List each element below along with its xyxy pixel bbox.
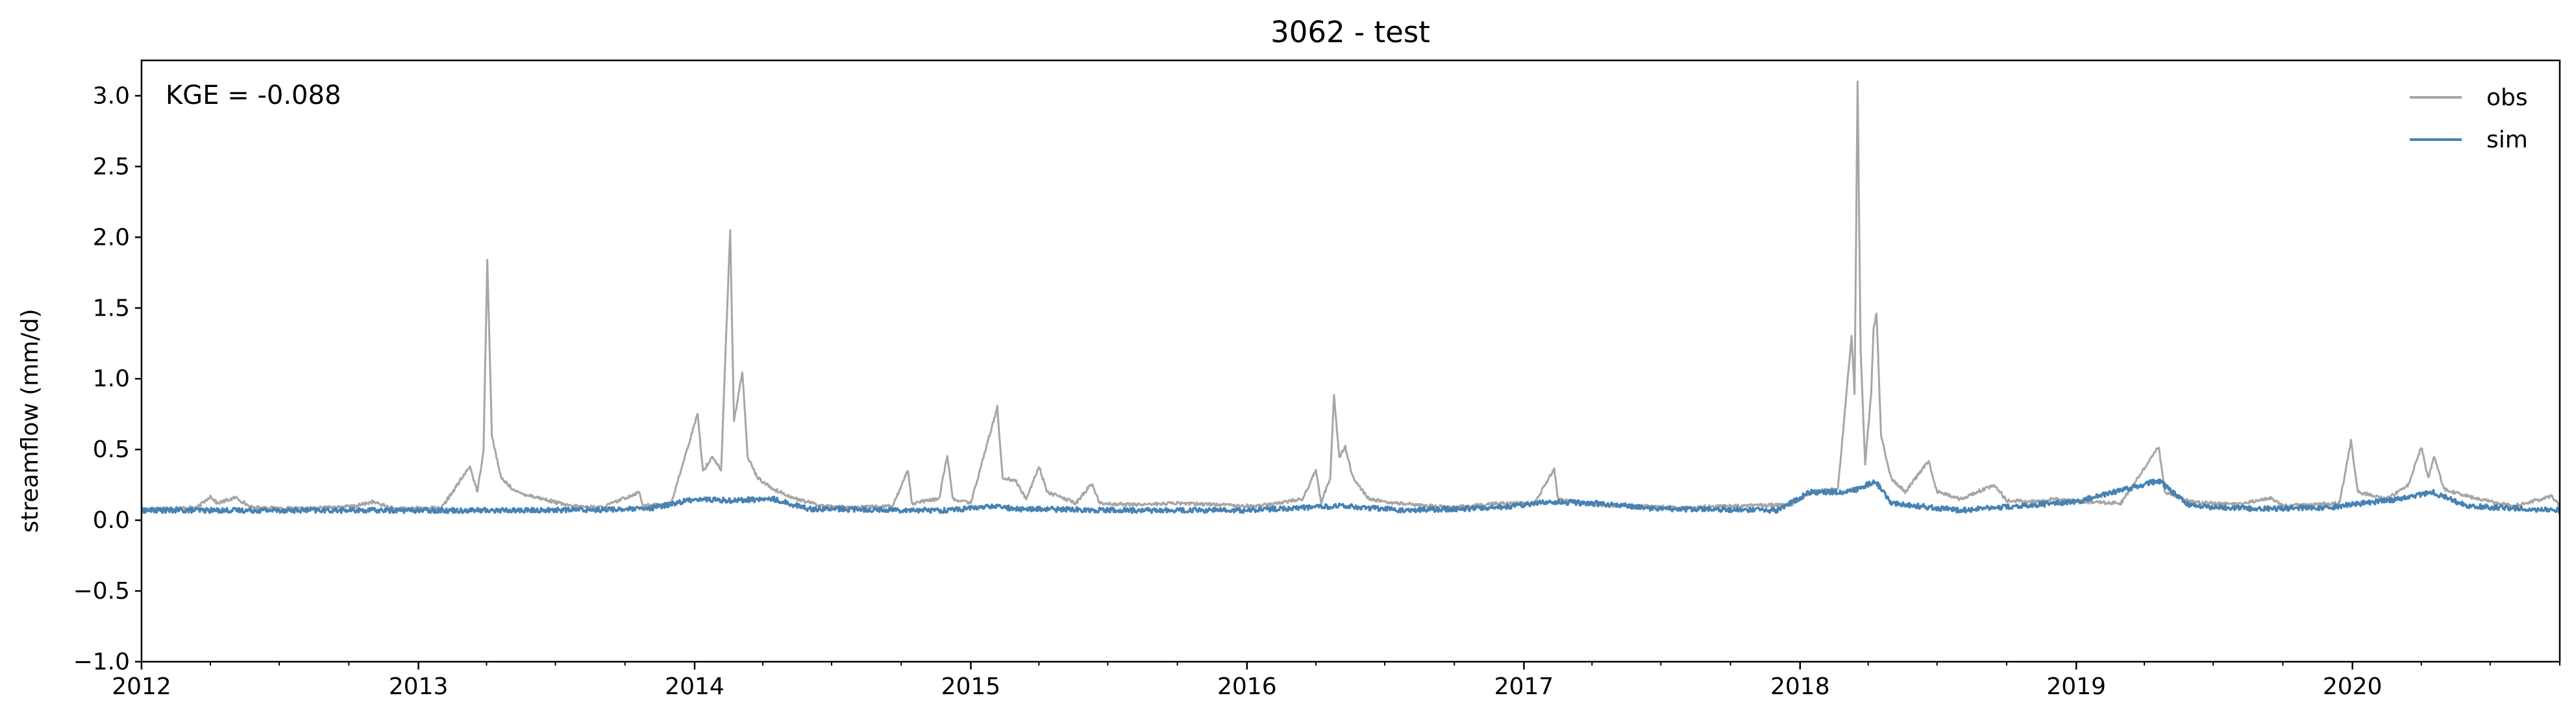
y-axis: −1.0 −0.5 0.0 0.5 1.0 1.5 2.0 2.5 3.0 <box>73 82 142 675</box>
y-tick-label: −0.5 <box>73 578 130 605</box>
y-tick-label: 0.0 <box>93 507 130 534</box>
x-tick-label: 2012 <box>112 673 171 700</box>
kge-annotation: KGE = -0.088 <box>166 81 341 110</box>
legend-label-obs: obs <box>2486 84 2528 111</box>
y-axis-label: streamflow (mm/d) <box>17 309 43 533</box>
x-tick-label: 2015 <box>941 673 1001 700</box>
x-tick-label: 2016 <box>1217 673 1277 700</box>
y-tick-label: 1.5 <box>93 295 130 321</box>
chart-title: 3062 - test <box>1270 15 1430 49</box>
y-tick-label: 2.5 <box>93 153 130 180</box>
y-tick-label: −1.0 <box>73 649 130 675</box>
x-tick-label: 2019 <box>2046 673 2106 700</box>
y-tick-label: 2.0 <box>93 224 130 251</box>
x-tick-label: 2014 <box>665 673 724 700</box>
legend: obs sim <box>2410 84 2528 153</box>
series-line-sim <box>142 478 2560 514</box>
x-tick-label: 2017 <box>1494 673 1554 700</box>
plot-frame <box>140 59 2561 663</box>
y-tick-label: 1.0 <box>93 366 130 392</box>
series-line-obs <box>142 81 2560 512</box>
y-tick-label: 0.5 <box>93 436 130 463</box>
x-tick-label: 2020 <box>2323 673 2383 700</box>
plot-area <box>142 81 2560 514</box>
x-tick-label: 2018 <box>1770 673 1830 700</box>
legend-label-sim: sim <box>2486 127 2528 153</box>
y-tick-label: 3.0 <box>93 82 130 109</box>
x-axis: 2012 2013 2014 2015 2016 2017 2018 2019 2020 <box>112 662 2560 700</box>
x-tick-label: 2013 <box>389 673 449 700</box>
